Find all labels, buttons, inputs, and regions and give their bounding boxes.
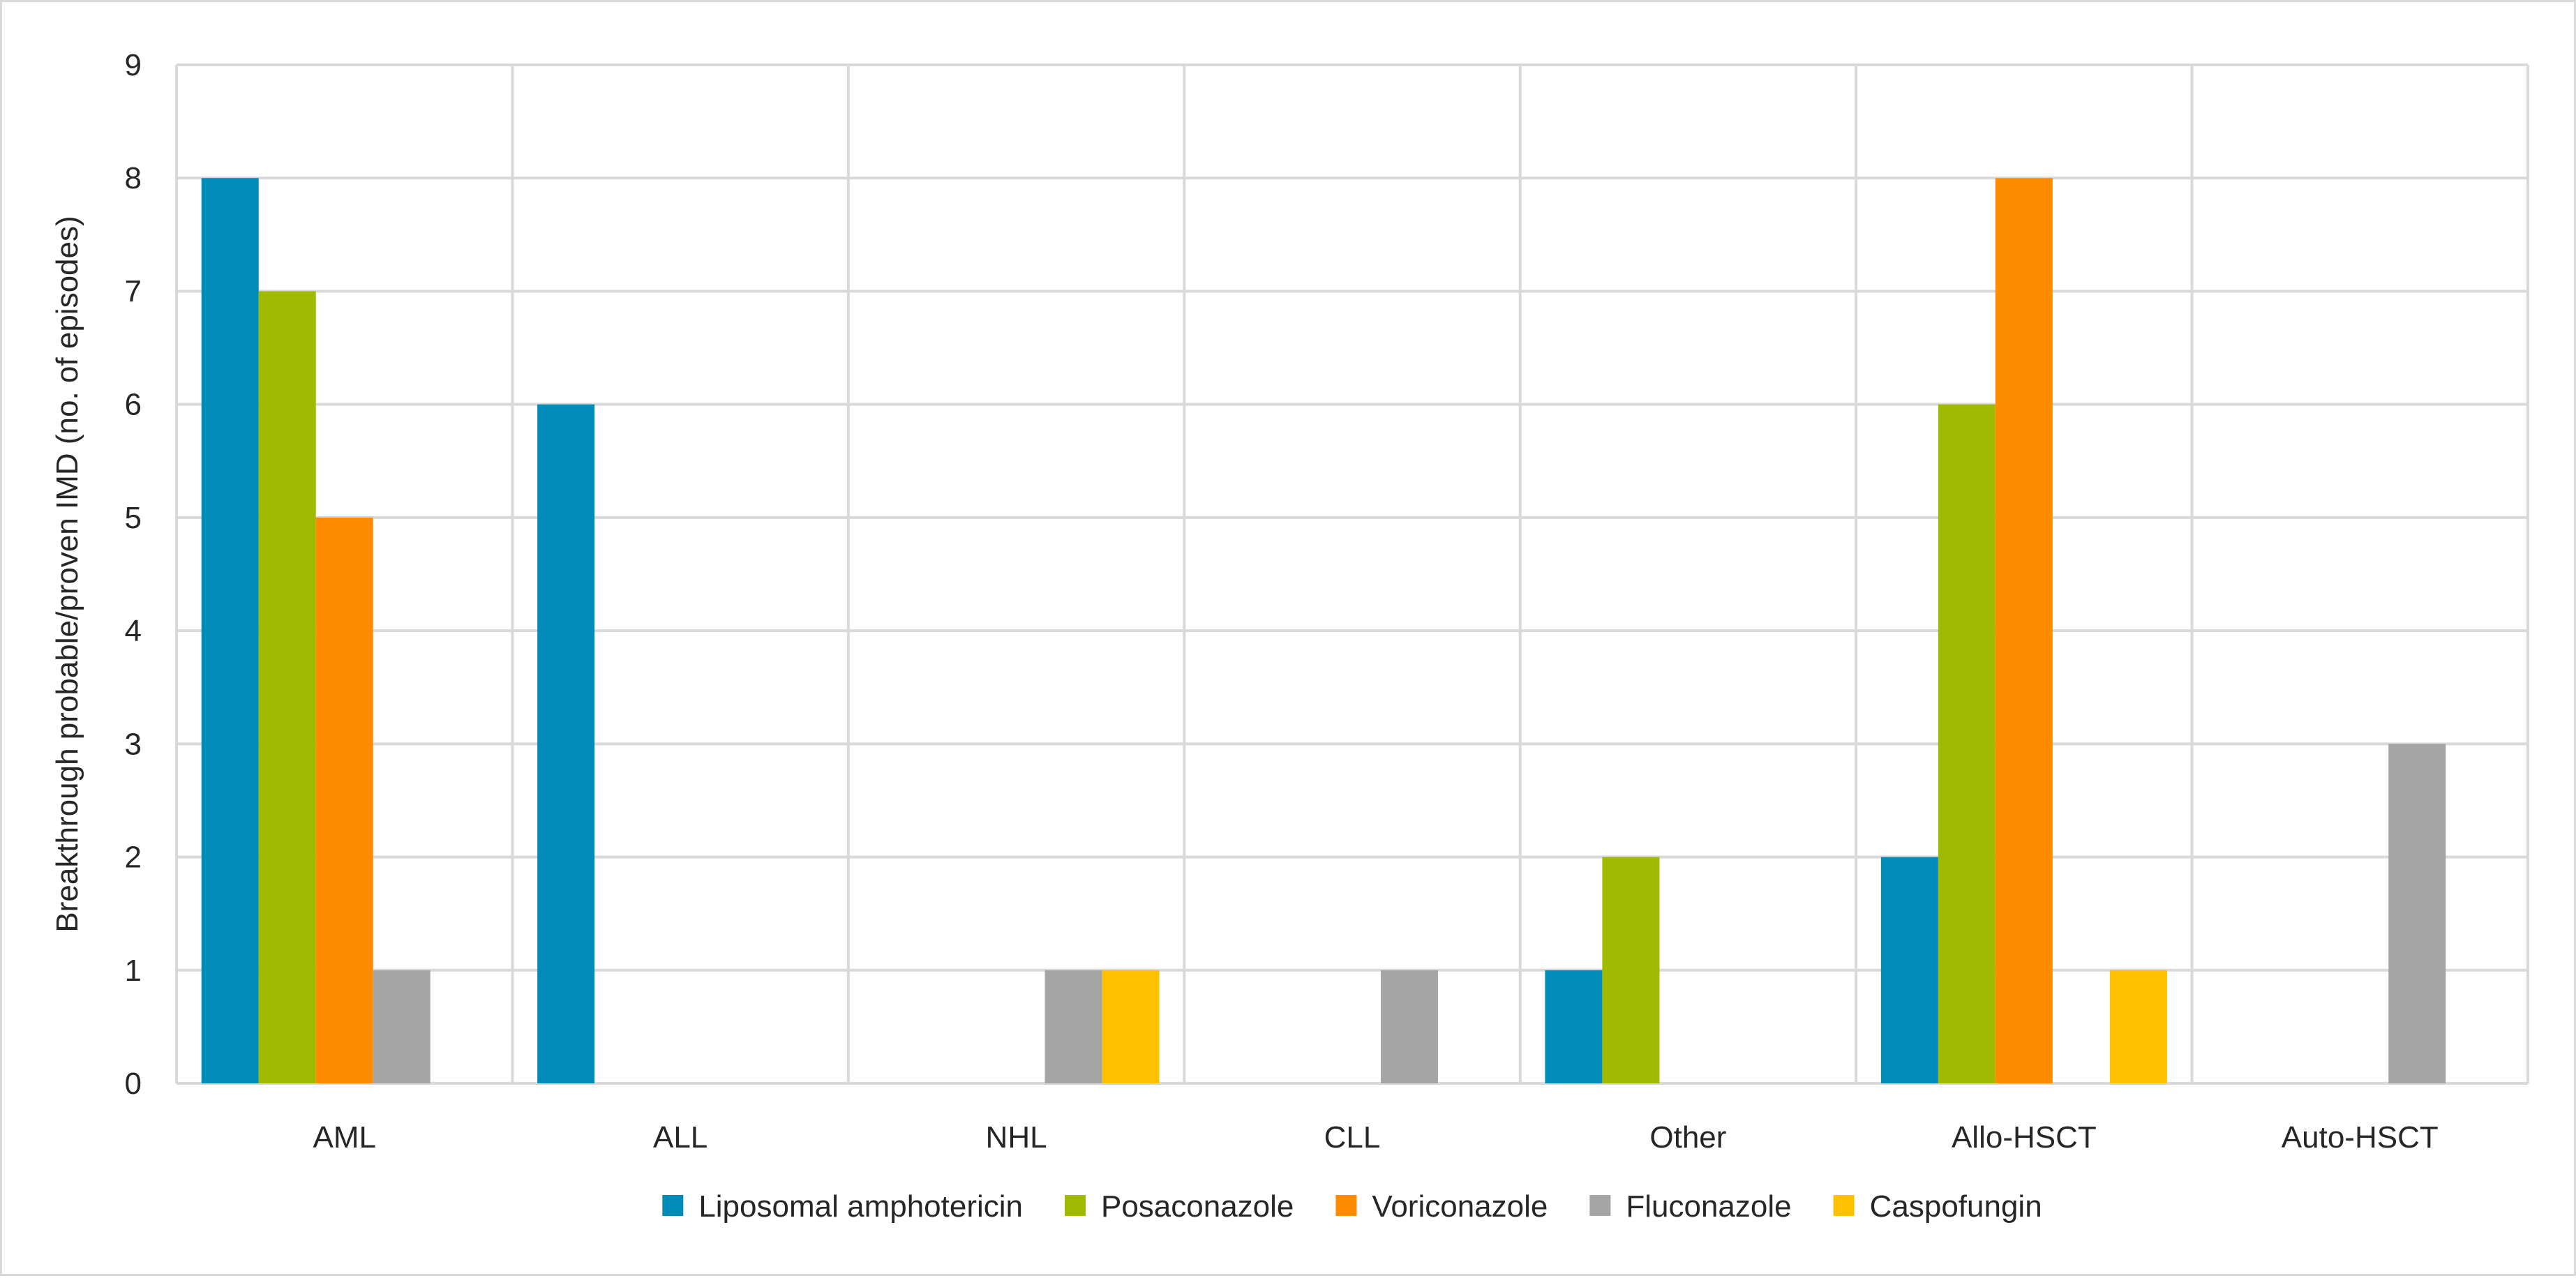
y-axis-ticks: 0 1 2 3 4 5 6 7 8 9	[125, 48, 142, 1101]
gridlines	[175, 63, 2529, 1085]
legend-item: Liposomal amphotericin	[662, 1189, 1023, 1224]
bar-aml-fluconazole	[373, 970, 430, 1083]
legend-swatch	[1064, 1195, 1086, 1216]
y-tick-label: 0	[125, 1067, 142, 1101]
x-category-label: ALL	[653, 1120, 707, 1155]
bar-aml-posaconazole	[258, 291, 316, 1083]
legend-label: Liposomal amphotericin	[698, 1189, 1023, 1224]
bar-nhl-fluconazole	[1044, 970, 1102, 1083]
bar-allo-hsct-liposomal-amphotericin	[1880, 857, 1938, 1083]
y-tick-label: 3	[125, 727, 142, 761]
bar-other-posaconazole	[1602, 857, 1660, 1083]
y-tick-label: 8	[125, 161, 142, 195]
bar-all-liposomal-amphotericin	[537, 404, 595, 1083]
y-tick-label: 1	[125, 954, 142, 988]
legend-label: Caspofungin	[1870, 1189, 2042, 1224]
legend-item: Fluconazole	[1589, 1189, 1792, 1224]
y-tick-label: 5	[125, 501, 142, 535]
bar-nhl-caspofungin	[1102, 970, 1160, 1083]
y-axis-title: Breakthrough probable/proven IMD (no. of…	[50, 216, 84, 932]
y-tick-label: 2	[125, 841, 142, 875]
legend-swatch	[1833, 1195, 1855, 1216]
bar-aml-liposomal-amphotericin	[201, 178, 259, 1084]
x-category-label: Allo-HSCT	[1952, 1120, 2097, 1155]
bars	[201, 178, 2446, 1084]
bar-auto-hsct-fluconazole	[2388, 744, 2446, 1083]
legend-item: Caspofungin	[1833, 1189, 2042, 1224]
legend-swatch	[1335, 1195, 1357, 1216]
legend: Liposomal amphotericin Posaconazole Vorico…	[662, 1189, 2042, 1224]
legend-swatch	[1589, 1195, 1611, 1216]
y-tick-label: 6	[125, 388, 142, 422]
legend-item: Posaconazole	[1064, 1189, 1294, 1224]
x-category-label: Auto-HSCT	[2282, 1120, 2439, 1155]
bar-other-liposomal-amphotericin	[1545, 970, 1603, 1083]
y-tick-label: 9	[125, 48, 142, 82]
bar-cll-fluconazole	[1381, 970, 1438, 1083]
x-category-label: Other	[1649, 1120, 1726, 1155]
bar-allo-hsct-caspofungin	[2109, 970, 2167, 1083]
legend-swatch	[662, 1195, 684, 1216]
x-axis-categories: AML ALL NHL CLL Other Allo-HSCT Auto-HSCT	[313, 1120, 2438, 1155]
bar-aml-voriconazole	[315, 517, 373, 1083]
legend-item: Voriconazole	[1335, 1189, 1548, 1224]
legend-label: Posaconazole	[1101, 1189, 1294, 1224]
x-category-label: AML	[313, 1120, 375, 1155]
y-tick-label: 4	[125, 614, 142, 648]
bar-allo-hsct-voriconazole	[1995, 178, 2053, 1084]
y-tick-label: 7	[125, 274, 142, 308]
legend-label: Voriconazole	[1372, 1189, 1548, 1224]
bar-allo-hsct-posaconazole	[1938, 404, 1995, 1083]
x-category-label: NHL	[986, 1120, 1047, 1155]
x-category-label: CLL	[1324, 1120, 1381, 1155]
legend-label: Fluconazole	[1626, 1189, 1791, 1224]
